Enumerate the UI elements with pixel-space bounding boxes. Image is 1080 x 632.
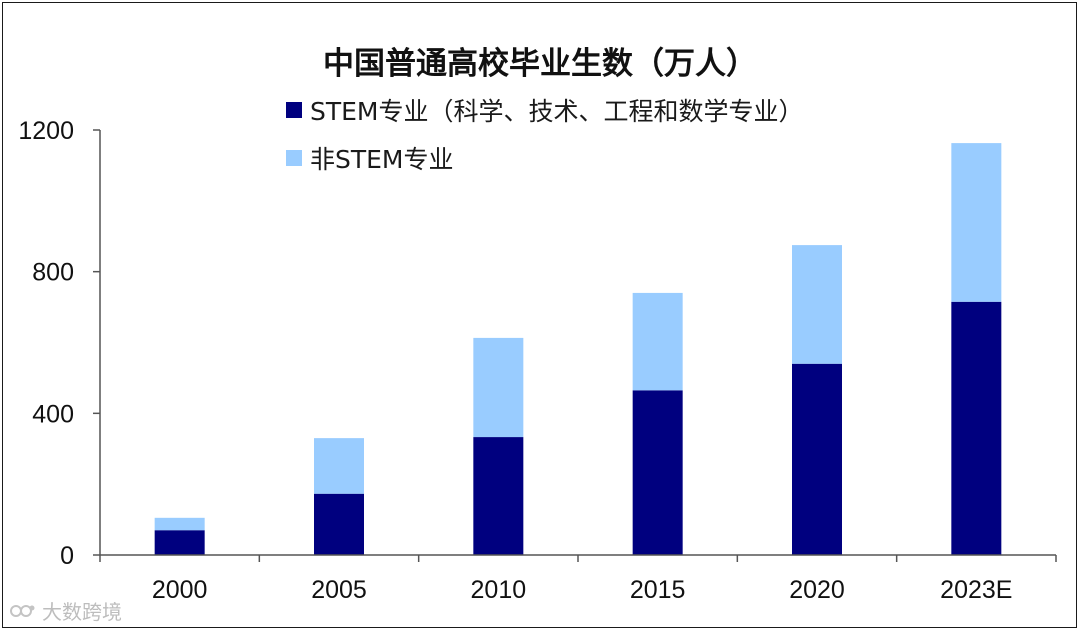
logo-icon: [10, 604, 35, 617]
x-tick-label-2020: 2020: [789, 576, 845, 604]
bar-stem-2020: [792, 363, 842, 555]
x-tick-label-2015: 2015: [630, 576, 686, 604]
x-tick-label-2023E: 2023E: [940, 576, 1012, 604]
legend-label-non-stem: 非STEM专业: [310, 145, 454, 174]
bar-stem-2000: [154, 530, 205, 555]
bar-non-stem-2020: [792, 245, 842, 364]
x-tick-label-2005: 2005: [311, 576, 367, 604]
watermark: 大数跨境: [10, 596, 122, 625]
bar-non-stem-2015: [632, 292, 683, 391]
bar-stem-2023E: [951, 301, 1002, 555]
x-tick-label-2000: 2000: [152, 576, 208, 604]
y-tick-label-0: 0: [60, 542, 74, 570]
bar-non-stem-2000: [154, 517, 205, 531]
legend-swatch-non-stem: [286, 150, 302, 166]
chart-title: 中国普通高校毕业生数（万人）: [323, 46, 757, 82]
bar-stem-2010: [473, 437, 524, 555]
legend-item-non-stem: 非STEM专业: [286, 140, 454, 176]
legend-label-stem: STEM专业（科学、技术、工程和数学专业）: [310, 97, 804, 126]
bar-non-stem-2023E: [951, 143, 1002, 302]
bar-stem-2005: [314, 493, 364, 555]
bar-non-stem-2005: [314, 438, 364, 494]
watermark-text: 大数跨境: [42, 600, 122, 624]
y-tick-label-400: 400: [32, 400, 74, 428]
y-tick-label-1200: 1200: [18, 117, 74, 145]
bar-stem-2015: [632, 390, 683, 555]
y-tick-label-800: 800: [32, 259, 74, 287]
x-tick-label-2010: 2010: [471, 576, 527, 604]
bar-non-stem-2010: [473, 337, 524, 438]
legend-item-stem: STEM专业（科学、技术、工程和数学专业）: [286, 92, 804, 128]
legend-swatch-stem: [286, 102, 302, 118]
